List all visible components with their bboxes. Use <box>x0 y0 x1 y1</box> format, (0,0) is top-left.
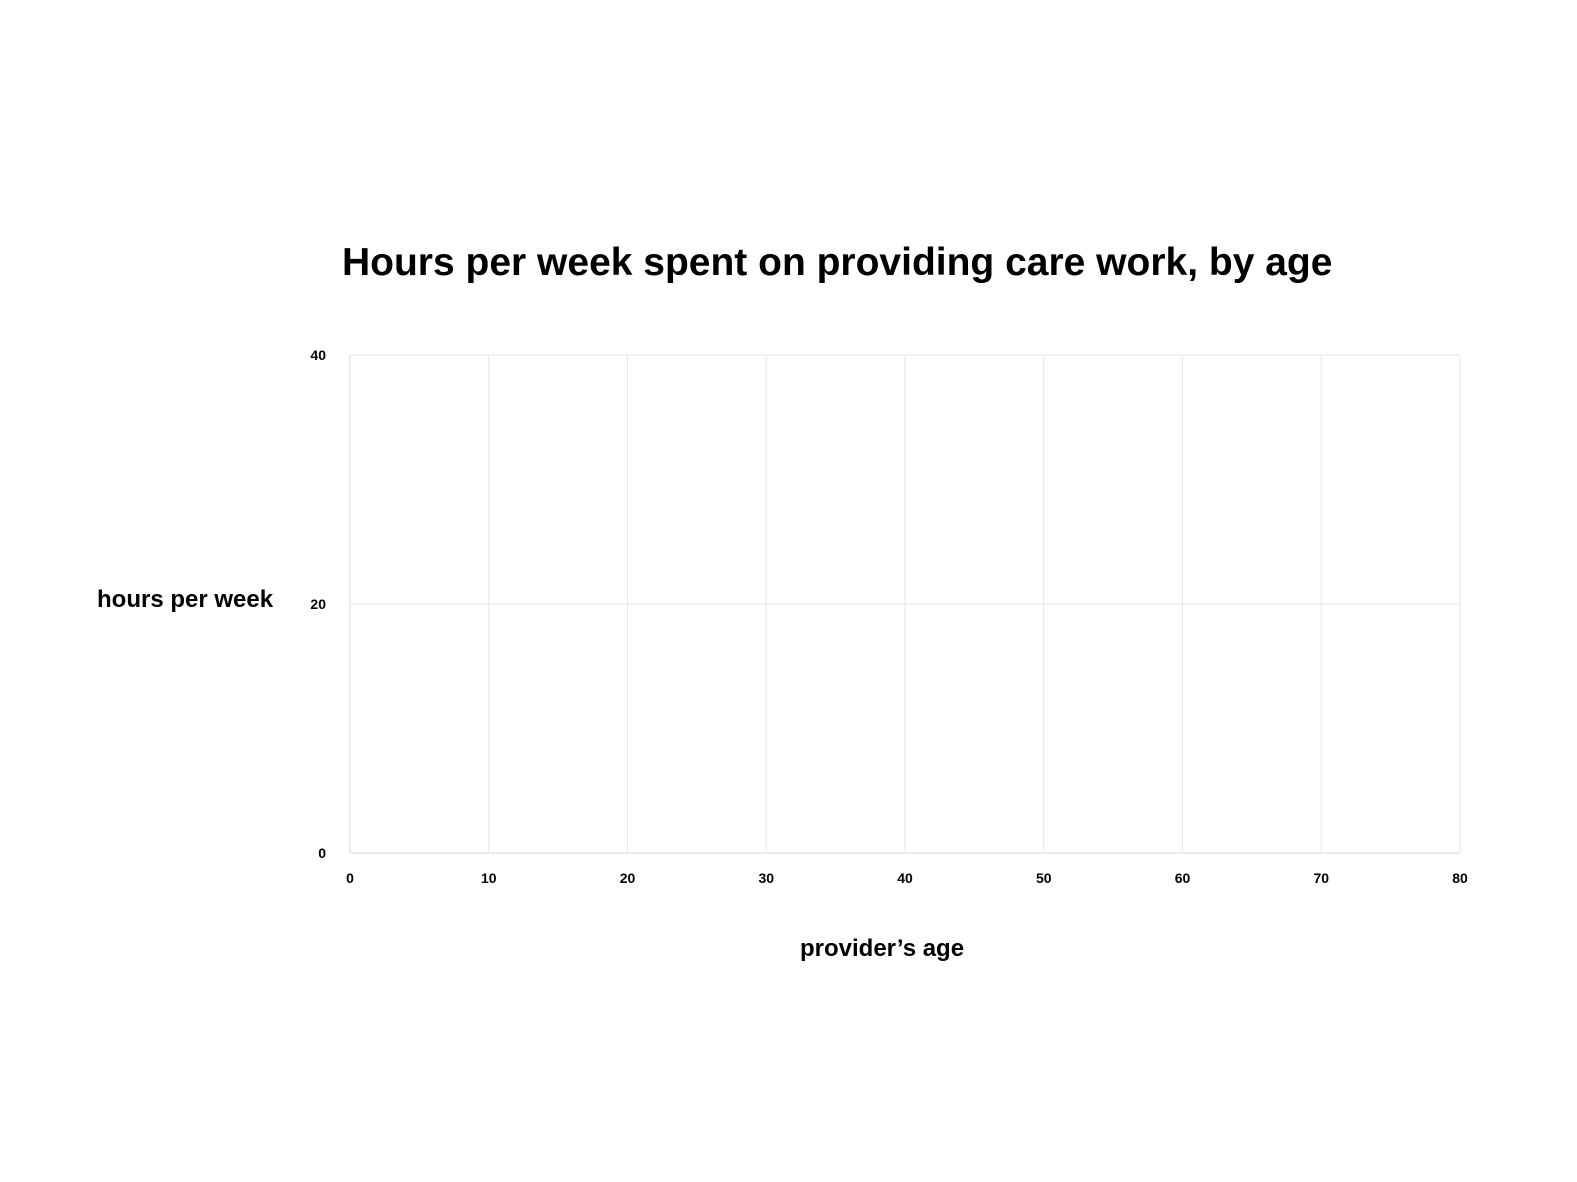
x-axis-title: provider’s age <box>800 935 965 962</box>
x-tick-label: 70 <box>1313 870 1329 886</box>
x-tick-label: 10 <box>481 870 497 886</box>
y-axis-title: hours per week <box>97 586 274 613</box>
x-tick-label: 20 <box>620 870 636 886</box>
x-tick-label: 40 <box>897 870 913 886</box>
y-tick-label: 0 <box>318 845 326 861</box>
chart-title: Hours per week spent on providing care w… <box>342 241 1333 284</box>
x-tick-label: 80 <box>1452 870 1468 886</box>
y-tick-label: 40 <box>310 347 326 363</box>
x-tick-label: 60 <box>1175 870 1191 886</box>
x-tick-label: 30 <box>758 870 774 886</box>
x-tick-label: 0 <box>346 870 354 886</box>
x-tick-label: 50 <box>1036 870 1052 886</box>
y-tick-label: 20 <box>310 596 326 612</box>
